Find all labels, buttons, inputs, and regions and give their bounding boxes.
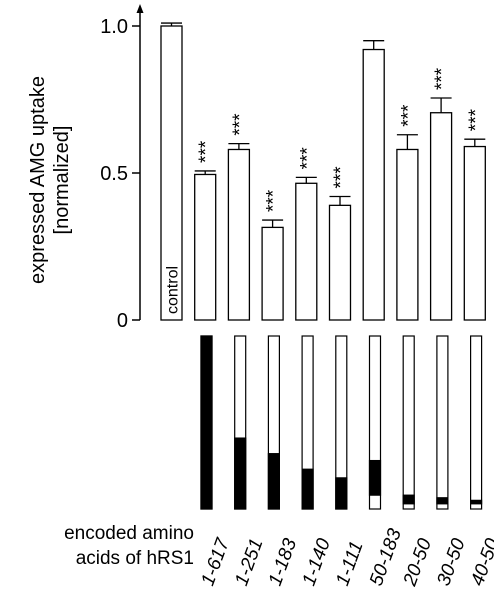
segment-outline [436, 335, 449, 510]
bar [328, 204, 352, 321]
control-label: control [165, 266, 182, 314]
bar [463, 145, 486, 321]
segment-fill [368, 459, 382, 496]
segment-outline [470, 335, 483, 510]
y-tick-label: 0 [117, 310, 128, 332]
significance-stars: *** [331, 166, 352, 189]
segment-outline [402, 335, 415, 510]
significance-stars: *** [230, 113, 251, 136]
segment-fill [470, 499, 483, 505]
y-axis: 0 0.5 1.0 [100, 4, 144, 332]
category-label: 1-617 [197, 535, 234, 589]
category-label: 20-50 [399, 535, 436, 589]
y-tick-label: 0.5 [100, 163, 128, 185]
bar [194, 173, 217, 321]
y-axis-label-line2: [normalized] [51, 126, 73, 235]
bar [429, 112, 453, 321]
y-axis-arrowhead [136, 4, 144, 13]
category-label: 1-183 [265, 535, 302, 588]
segment-fill [267, 453, 280, 510]
category-label: 30-50 [433, 535, 470, 588]
y-axis-label-line1: expressed AMG uptake [27, 76, 49, 284]
bars: *** *** *** *** *** *** *** *** control [160, 22, 487, 321]
caption-line1: encoded amino [64, 523, 194, 544]
segment-fill [200, 335, 213, 510]
bar [261, 226, 284, 321]
significance-stars: *** [196, 140, 217, 163]
y-tick-label: 1.0 [100, 16, 128, 38]
bar [227, 148, 251, 321]
significance-stars: *** [466, 108, 487, 131]
significance-stars: *** [297, 147, 318, 170]
bar [295, 182, 318, 321]
segment-outline [368, 335, 382, 510]
category-label: 1-111 [332, 539, 367, 589]
segment-fill [436, 497, 449, 505]
segment-fill [234, 437, 247, 510]
significance-stars: *** [264, 189, 285, 212]
category-label: 40-50 [467, 535, 494, 588]
significance-stars: *** [398, 104, 419, 127]
encoded-segments: 1-6171-2511-1831-1401-11150-18320-5030-5… [197, 335, 494, 590]
bar [362, 48, 385, 321]
significance-stars: *** [432, 67, 453, 90]
bar [396, 148, 419, 321]
caption-line2: acids of hRS1 [75, 548, 194, 569]
category-label: 1-140 [299, 535, 336, 588]
segment-fill [335, 477, 348, 510]
category-label: 1-251 [231, 536, 267, 589]
segment-fill [301, 468, 314, 510]
segment-fill [402, 494, 415, 505]
